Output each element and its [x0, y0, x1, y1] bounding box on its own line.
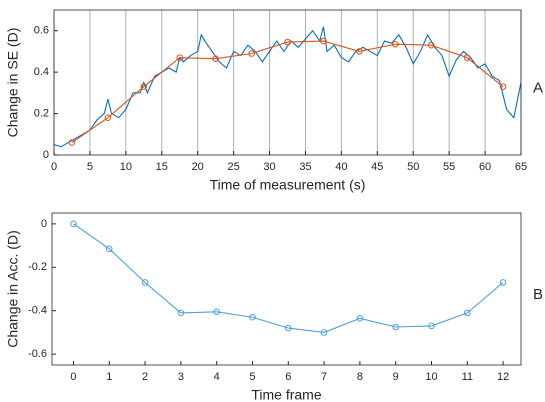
- data-point: [320, 37, 327, 45]
- x-tick-label: 7: [321, 371, 327, 383]
- x-tick-label: 3: [178, 371, 184, 383]
- y-tick-label: 0: [43, 149, 49, 161]
- data-point: [428, 322, 435, 330]
- x-tick-label: 20: [192, 161, 204, 173]
- x-tick-label: 5: [87, 161, 93, 173]
- axes-box: [51, 212, 522, 366]
- x-axis-label: Time of measurement (s): [210, 177, 366, 193]
- data-point: [463, 54, 471, 61]
- x-tick-label: 30: [263, 161, 275, 173]
- y-tick-label: 0.2: [34, 107, 49, 119]
- data-point: [140, 83, 148, 90]
- x-tick-label: 25: [227, 161, 239, 173]
- x-tick-label: 0: [70, 371, 76, 383]
- data-line: [73, 223, 504, 333]
- x-tick-label: 10: [425, 371, 437, 383]
- y-axis-label: Change in Acc. (D): [5, 230, 21, 348]
- y-tick-label: 0.4: [34, 66, 49, 78]
- data-point: [499, 279, 507, 286]
- data-point: [392, 323, 399, 331]
- y-tick-label: 0.6: [34, 25, 49, 37]
- y-tick-label: -0.4: [28, 305, 47, 317]
- data-point: [427, 41, 435, 49]
- x-tick-label: 50: [407, 161, 419, 173]
- x-tick-label: 0: [51, 161, 57, 173]
- data-point: [212, 55, 219, 62]
- y-tick-label: 0: [41, 218, 47, 230]
- data-point: [248, 50, 255, 57]
- plot-area: [52, 213, 521, 365]
- panel-label: A: [533, 79, 543, 96]
- data-point: [499, 83, 507, 90]
- data-point: [176, 54, 184, 61]
- data-point: [104, 114, 112, 122]
- x-tick-label: 1: [106, 371, 112, 383]
- data-point: [284, 38, 291, 46]
- x-axis-label: Time frame: [251, 387, 321, 402]
- x-tick-label: 9: [393, 371, 399, 383]
- x-tick-label: 10: [120, 161, 132, 173]
- x-tick-label: 55: [443, 161, 455, 173]
- y-axis-label: Change in SE (D): [5, 28, 21, 138]
- y-tick-label: -0.6: [28, 348, 47, 360]
- panel-label: B: [533, 286, 543, 303]
- x-tick-label: 35: [299, 161, 311, 173]
- data-point: [391, 40, 399, 48]
- x-tick-label: 40: [335, 161, 347, 173]
- data-point: [249, 313, 256, 321]
- data-point: [356, 48, 363, 55]
- x-tick-label: 15: [156, 161, 168, 173]
- x-tick-label: 4: [214, 371, 220, 383]
- data-point: [70, 220, 77, 228]
- data-point: [356, 315, 364, 322]
- x-tick-label: 11: [462, 371, 473, 383]
- data-point: [284, 324, 292, 332]
- x-tick-label: 2: [142, 371, 148, 383]
- axes-box: [53, 9, 522, 156]
- data-point: [105, 245, 113, 253]
- data-point: [177, 309, 185, 317]
- x-tick-label: 60: [479, 161, 491, 173]
- x-tick-label: 12: [497, 371, 509, 383]
- data-point: [213, 308, 220, 316]
- data-point: [463, 309, 471, 317]
- data-point: [68, 139, 76, 146]
- x-tick-label: 6: [285, 371, 291, 383]
- data-point: [141, 279, 149, 286]
- y-tick-label: -0.2: [28, 261, 47, 273]
- x-tick-label: 8: [357, 371, 363, 383]
- x-tick-label: 45: [371, 161, 383, 173]
- data-point: [320, 329, 328, 336]
- x-tick-label: 5: [249, 371, 255, 383]
- plot-area: [54, 10, 521, 155]
- x-tick-label: 65: [515, 161, 527, 173]
- data-line: [71, 40, 504, 144]
